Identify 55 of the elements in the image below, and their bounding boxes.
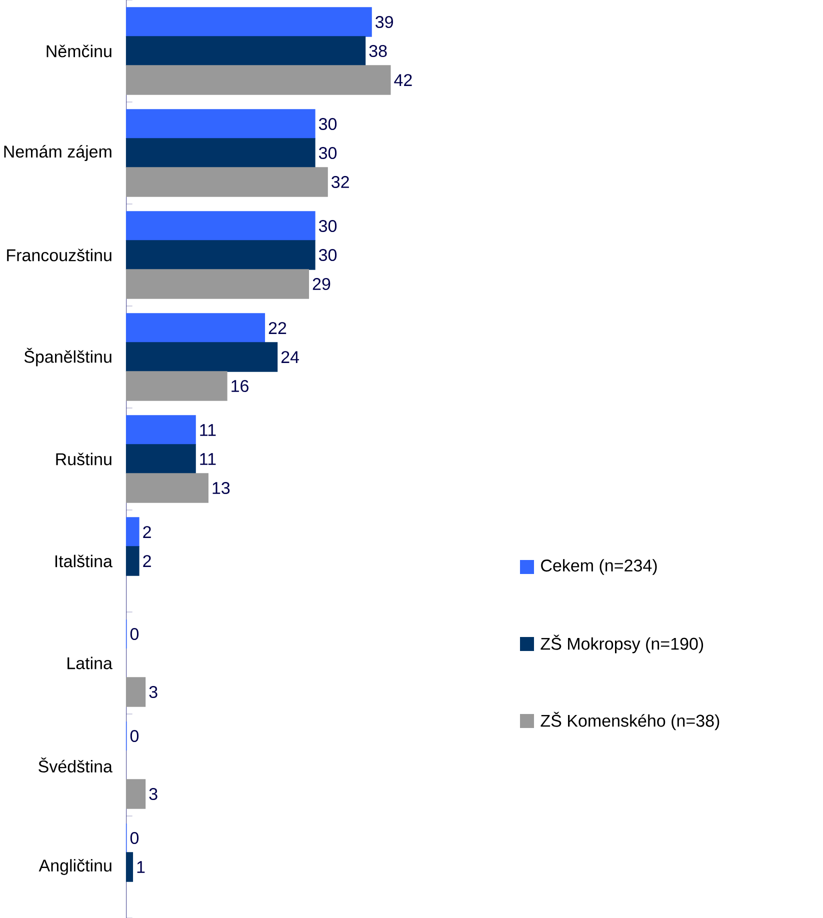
bar (126, 167, 328, 197)
data-label: 13 (212, 482, 230, 494)
bar (126, 444, 196, 474)
y-tick-label: Angličtinu (38, 859, 112, 875)
bar (126, 473, 208, 503)
y-tick-label: Němčinu (46, 44, 112, 58)
data-label: 16 (232, 380, 248, 392)
data-label: 39 (376, 16, 393, 28)
data-label: 0 (130, 832, 139, 844)
bar (126, 211, 316, 241)
data-label: 3 (149, 686, 158, 698)
data-label: 1 (137, 861, 145, 873)
bar (126, 240, 316, 270)
data-label: 30 (318, 146, 337, 160)
y-tick-label: Latina (68, 656, 112, 670)
data-label: 42 (394, 74, 412, 86)
data-label: 11 (200, 424, 216, 436)
bar (126, 779, 146, 809)
legend-label: ZŠ Mokropsy (n=190) (540, 634, 704, 654)
bar (126, 342, 278, 372)
legend-label: Cekem (n=234) (541, 559, 657, 575)
data-label: 3 (149, 788, 158, 800)
y-tick-label: Ruštinu (56, 452, 112, 466)
data-label: 0 (130, 628, 139, 640)
bar (126, 852, 134, 882)
data-label: 22 (268, 322, 286, 334)
y-tick-label: Švédština (38, 758, 112, 773)
data-label: 32 (332, 176, 349, 188)
data-label: 30 (318, 118, 337, 130)
data-label: 0 (130, 730, 139, 742)
data-label: 2 (143, 526, 151, 538)
bar (126, 7, 372, 37)
y-tick-label: Španělštinu (24, 348, 112, 366)
bar (126, 415, 196, 445)
bar (126, 269, 310, 299)
bar (126, 36, 366, 66)
legend-label: ZŠ Komenského (n=38) (540, 712, 720, 730)
bar (126, 546, 140, 576)
bar (126, 371, 228, 401)
data-label: 24 (281, 351, 300, 363)
data-label: 2 (143, 555, 151, 567)
bar (126, 517, 140, 547)
y-tick-label: Nemám zájem (4, 144, 112, 162)
bar (126, 109, 316, 139)
y-tick-label: Italština (55, 554, 112, 568)
y-tick-label: Francouzštinu (7, 248, 112, 262)
bar (126, 313, 266, 343)
data-label: 30 (318, 248, 337, 262)
bar (126, 677, 146, 707)
data-label: 38 (369, 44, 387, 58)
data-label: 11 (200, 453, 216, 465)
data-label: 30 (318, 220, 337, 232)
data-label: 29 (312, 278, 330, 290)
bar (126, 138, 316, 168)
bar (126, 65, 391, 95)
